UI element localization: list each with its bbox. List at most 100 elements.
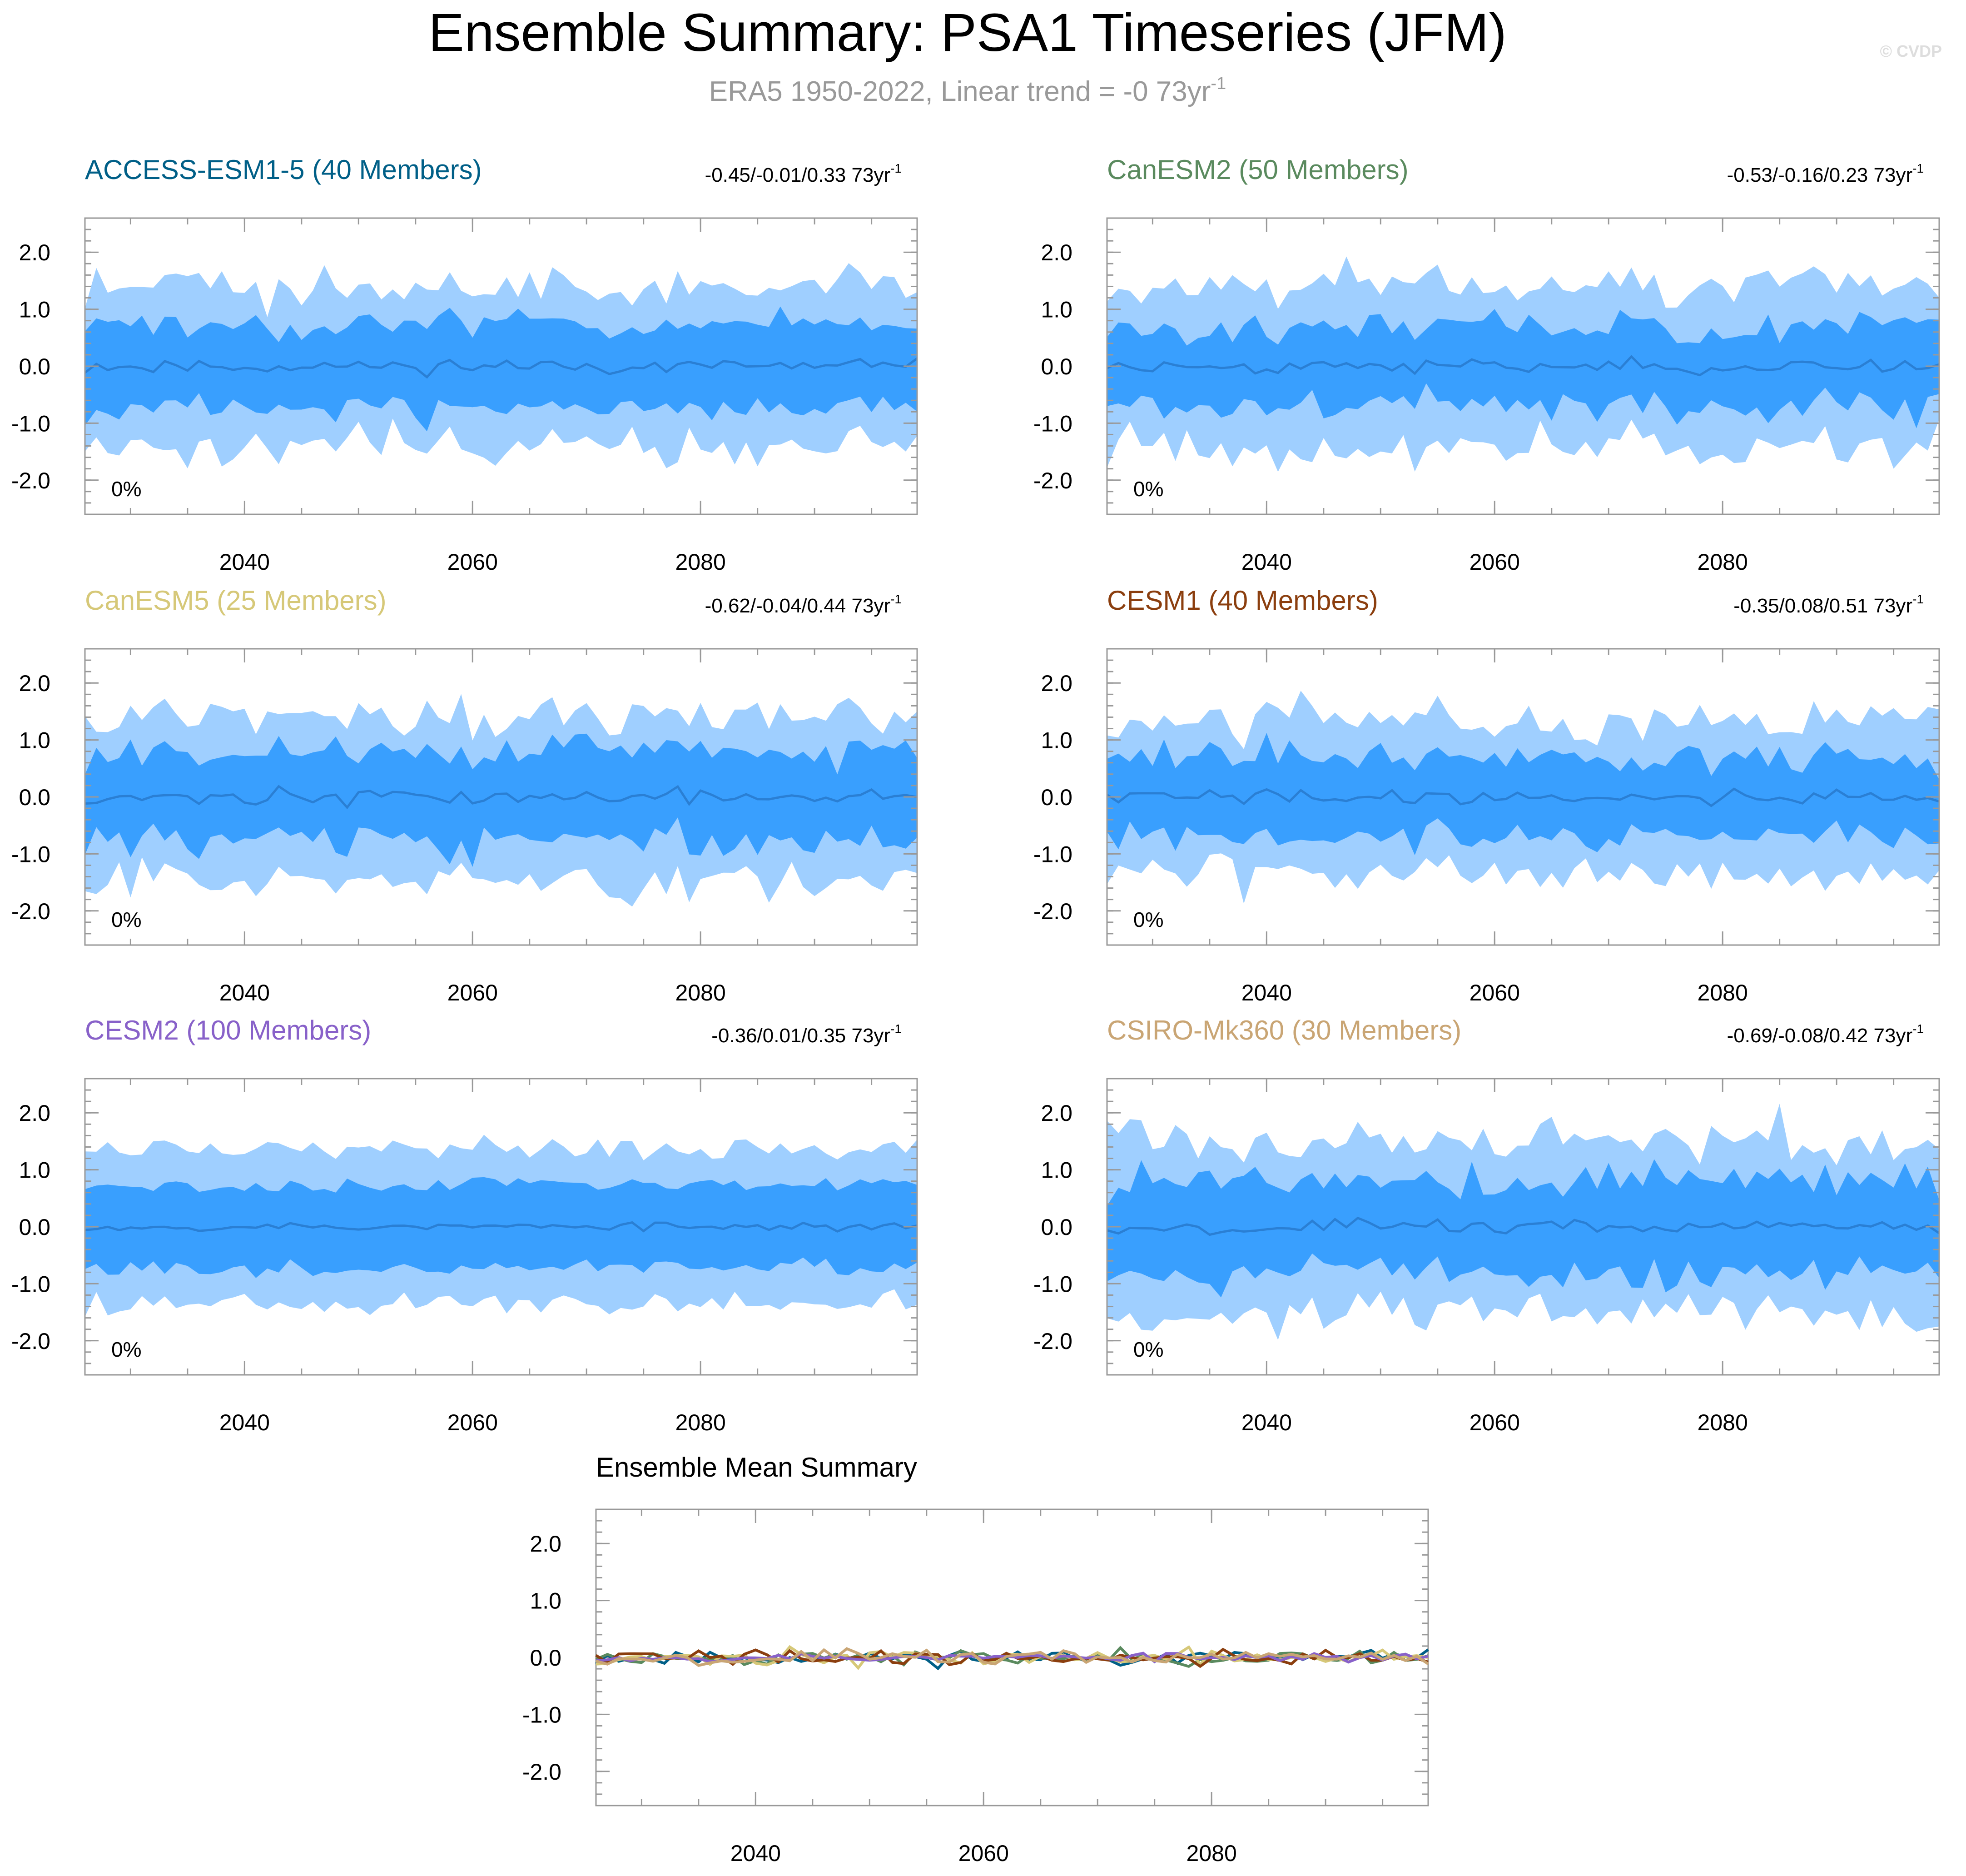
x-tick-label: 2080 — [675, 549, 726, 575]
percent-label: 0% — [1133, 477, 1163, 501]
plot-frame — [1106, 648, 1940, 946]
x-tick-label: 2040 — [219, 1410, 270, 1435]
panels-layer: 2.0 1.0 0.0 -1.0 -2.0 2040 2060 2080 ACCESS-ESM1… — [11, 154, 1940, 1866]
inner-spread-band — [1107, 1159, 1939, 1298]
trend-superscript: -1 — [1912, 161, 1924, 175]
ensemble-mean-line — [1107, 355, 1940, 377]
y-tick-label: -1.0 — [1033, 1271, 1072, 1297]
x-tick-label: 2040 — [1241, 980, 1292, 1005]
chart-panel-2: 2.0 1.0 0.0 -1.0 -2.0 2040 2060 2080 CanESM2 (50… — [1033, 154, 1940, 575]
chart-panel-3: 2.0 1.0 0.0 -1.0 -2.0 2040 2060 2080 CanESM5 (25… — [11, 585, 918, 1005]
x-tick-label: 2080 — [1698, 980, 1748, 1005]
trend-value: -0.45/-0.01/0.33 73yr — [705, 164, 890, 186]
ensemble-mean-line — [1107, 1216, 1940, 1236]
y-tick-label: -2.0 — [1033, 1329, 1072, 1354]
trend-value: -0.36/0.01/0.35 73yr — [711, 1025, 890, 1047]
x-tick-label: 2060 — [1470, 1410, 1520, 1435]
percent-label: 0% — [111, 908, 141, 931]
y-tick-label: -2.0 — [11, 468, 50, 493]
trend-superscript: -1 — [1912, 1022, 1924, 1036]
trend-superscript: -1 — [1912, 592, 1924, 606]
y-tick-label: -2.0 — [1033, 468, 1072, 493]
x-tick-label: 2040 — [1241, 1410, 1292, 1435]
panel-title: ACCESS-ESM1-5 (40 Members) — [85, 154, 482, 185]
panel-title: CESM2 (100 Members) — [85, 1015, 371, 1045]
x-tick-label: 2080 — [1187, 1841, 1237, 1866]
inner-spread-band — [85, 306, 917, 432]
x-tick-label: 2080 — [1698, 1410, 1748, 1435]
trend-label: -0.62/-0.04/0.44 73yr-1 — [705, 592, 902, 617]
figure-subtitle: ERA5 1950-2022, Linear trend = -0 73yr-1 — [709, 74, 1226, 107]
trend-value: -0.69/-0.08/0.42 73yr — [1727, 1025, 1912, 1047]
mean-series-csiro-mk360 — [596, 1647, 1429, 1667]
y-tick-label: 2.0 — [1041, 1100, 1072, 1126]
x-tick-label: 2060 — [447, 549, 498, 575]
chart-panel-6: 2.0 1.0 0.0 -1.0 -2.0 2040 2060 2080 CSIRO-Mk360… — [1033, 1015, 1940, 1435]
percent-label: 0% — [1133, 1338, 1163, 1361]
y-tick-label: 1.0 — [530, 1588, 561, 1614]
x-tick-label: 2080 — [675, 980, 726, 1005]
y-tick-label: 1.0 — [1041, 728, 1072, 753]
ensemble-mean-line — [1106, 787, 1940, 807]
y-tick-label: 1.0 — [1041, 297, 1072, 323]
y-tick-label: 0.0 — [1041, 354, 1072, 379]
trend-label: -0.53/-0.16/0.23 73yr-1 — [1727, 161, 1924, 186]
y-tick-label: 1.0 — [19, 1158, 50, 1183]
trend-label: -0.35/0.08/0.51 73yr-1 — [1733, 592, 1924, 617]
trend-label: -0.45/-0.01/0.33 73yr-1 — [705, 161, 902, 186]
y-tick-label: -1.0 — [1033, 841, 1072, 867]
y-tick-label: -1.0 — [11, 841, 50, 867]
trend-label: -0.69/-0.08/0.42 73yr-1 — [1727, 1022, 1924, 1047]
y-tick-label: -2.0 — [1033, 899, 1072, 924]
x-tick-label: 2080 — [1698, 549, 1748, 575]
y-tick-label: -2.0 — [11, 899, 50, 924]
y-tick-label: 0.0 — [1041, 1214, 1072, 1240]
cvdp-watermark: © CVDP — [1880, 42, 1942, 60]
panel-title: CanESM5 (25 Members) — [85, 585, 387, 616]
trend-superscript: -1 — [890, 592, 902, 606]
trend-value: -0.35/0.08/0.51 73yr — [1733, 595, 1912, 617]
y-tick-label: 0.0 — [19, 354, 50, 379]
y-tick-label: 0.0 — [19, 785, 50, 810]
panel-title: CESM1 (40 Members) — [1107, 585, 1378, 616]
x-tick-label: 2040 — [730, 1841, 781, 1866]
inner-spread-band — [85, 733, 917, 867]
x-tick-label: 2060 — [1470, 549, 1520, 575]
ensemble-mean-line — [84, 785, 918, 810]
y-tick-label: -1.0 — [11, 411, 50, 436]
chart-panel-4: 2.0 1.0 0.0 -1.0 -2.0 2040 2060 2080 CESM1 (40 M… — [1033, 585, 1940, 1005]
x-tick-label: 2060 — [958, 1841, 1009, 1866]
x-tick-label: 2040 — [1241, 549, 1292, 575]
y-tick-label: 1.0 — [1041, 1158, 1072, 1183]
plot-frame — [84, 648, 918, 946]
y-tick-label: 0.0 — [1041, 785, 1072, 810]
inner-spread-band — [1107, 733, 1939, 856]
y-tick-label: 2.0 — [1041, 240, 1072, 265]
trend-superscript: -1 — [890, 1022, 902, 1036]
x-tick-label: 2060 — [447, 980, 498, 1005]
plot-frame — [84, 1078, 918, 1376]
plot-frame — [84, 217, 918, 515]
y-tick-label: 0.0 — [19, 1214, 50, 1240]
subtitle-main: ERA5 1950-2022, Linear trend = -0 73yr — [709, 76, 1211, 107]
y-tick-label: 1.0 — [19, 297, 50, 323]
trend-value: -0.62/-0.04/0.44 73yr — [705, 595, 890, 617]
trend-label: -0.36/0.01/0.35 73yr-1 — [711, 1022, 902, 1047]
x-tick-label: 2060 — [1470, 980, 1520, 1005]
plot-frame — [1106, 1078, 1940, 1376]
chart-panel-1: 2.0 1.0 0.0 -1.0 -2.0 2040 2060 2080 ACCESS-ESM1… — [11, 154, 918, 575]
inner-spread-band — [85, 1177, 917, 1278]
x-tick-label: 2040 — [219, 549, 270, 575]
y-tick-label: -1.0 — [522, 1702, 561, 1727]
y-tick-label: 2.0 — [1041, 671, 1072, 696]
percent-label: 0% — [1133, 908, 1163, 931]
x-tick-label: 2080 — [675, 1410, 726, 1435]
y-tick-label: -2.0 — [522, 1759, 561, 1785]
panel-title: Ensemble Mean Summary — [596, 1452, 917, 1483]
x-tick-label: 2040 — [219, 980, 270, 1005]
y-tick-label: 0.0 — [530, 1645, 561, 1671]
percent-label: 0% — [111, 477, 141, 501]
y-tick-label: 1.0 — [19, 728, 50, 753]
y-tick-label: -2.0 — [11, 1329, 50, 1354]
y-tick-label: 2.0 — [19, 1100, 50, 1126]
